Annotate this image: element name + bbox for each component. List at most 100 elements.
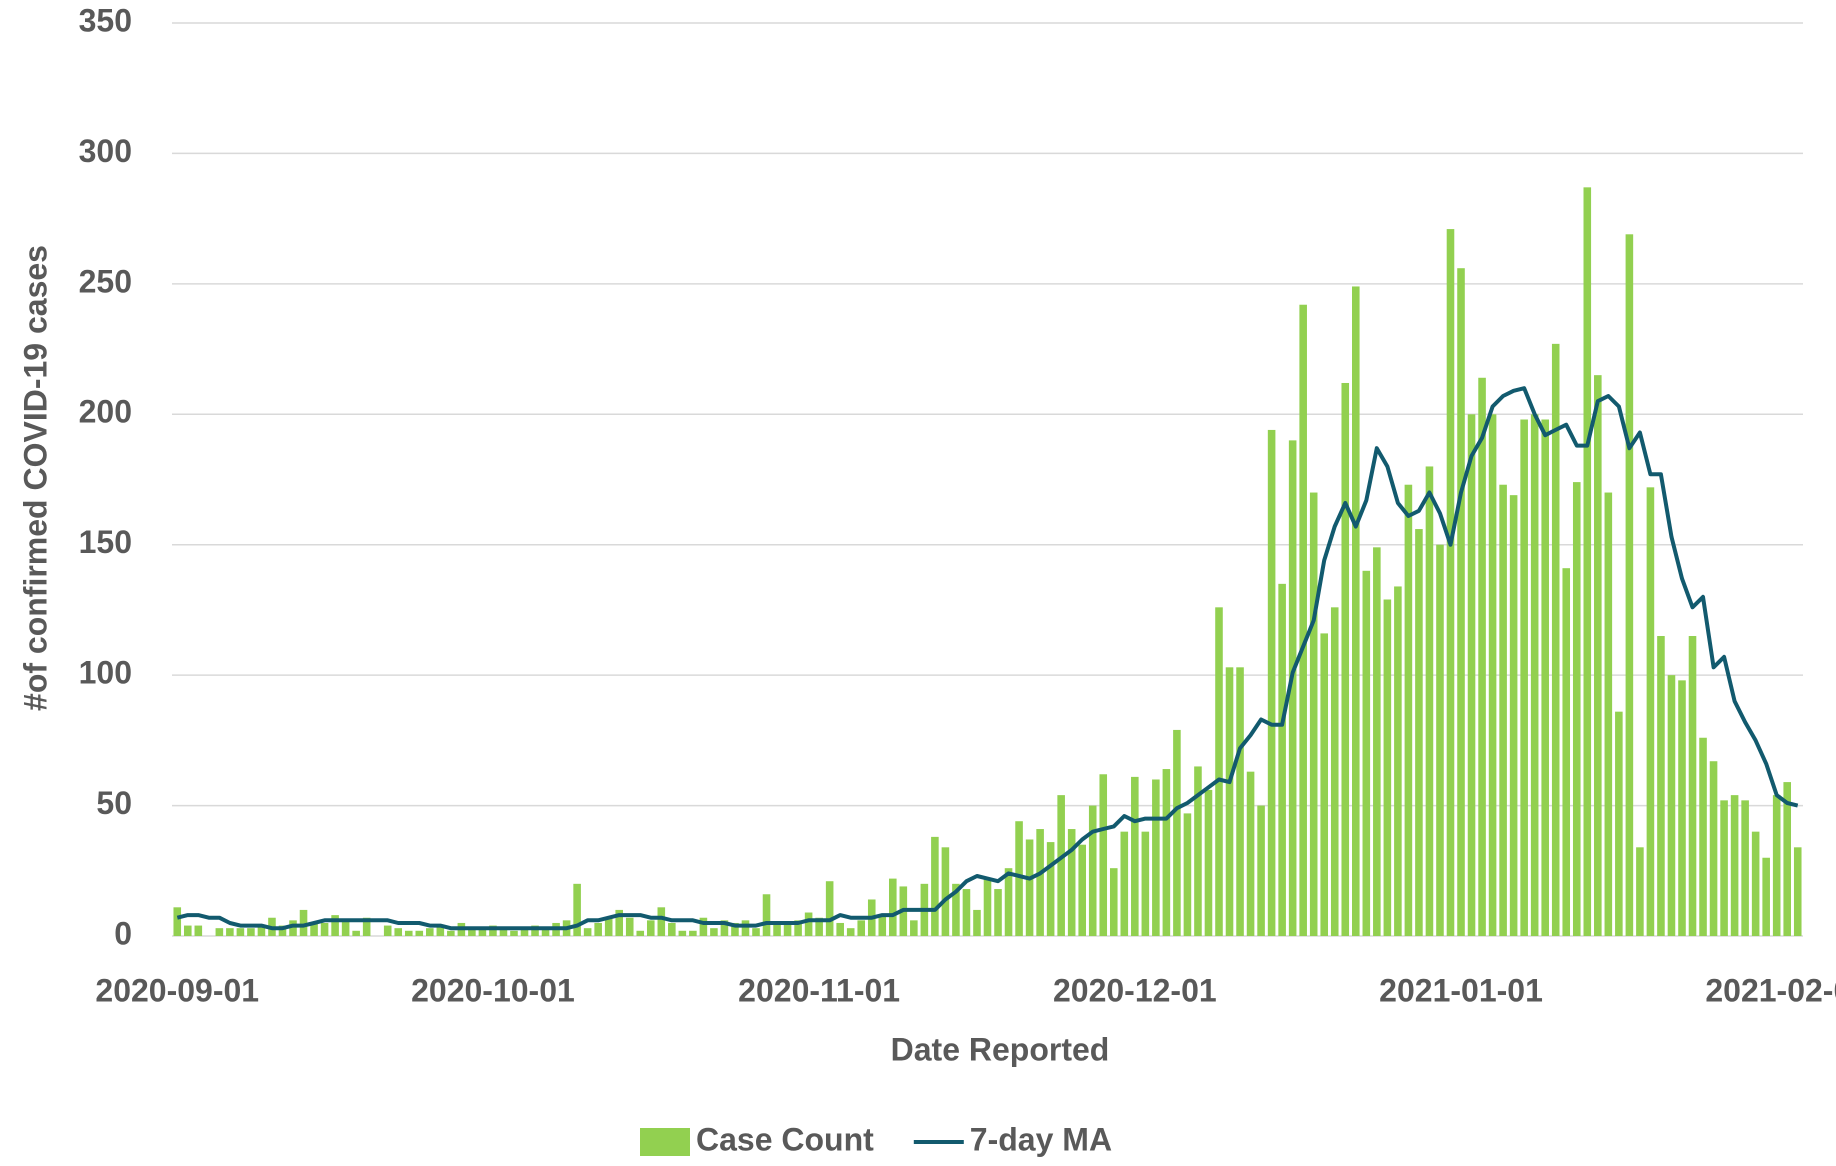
y-tick-label: 250 [79, 263, 132, 299]
bar [878, 915, 887, 936]
bar [1772, 795, 1781, 936]
bar [478, 928, 487, 936]
bar [1173, 729, 1181, 936]
bar [741, 920, 750, 936]
bar [1362, 570, 1371, 936]
bar [1067, 829, 1076, 936]
bar [1625, 234, 1634, 936]
bar [1646, 487, 1655, 936]
bar [173, 907, 182, 936]
bar [962, 889, 971, 936]
bar [731, 922, 739, 936]
bar [1636, 847, 1644, 936]
bar [983, 878, 992, 936]
bar [952, 883, 960, 936]
bar [1004, 868, 1013, 936]
bar [489, 925, 497, 936]
bar [289, 920, 297, 936]
bar [1036, 829, 1044, 936]
bar [499, 928, 508, 936]
bar [1530, 414, 1539, 936]
bar [846, 928, 855, 936]
y-tick-label: 50 [96, 785, 132, 821]
bar [1320, 633, 1329, 936]
legend-label: 7-day MA [970, 1121, 1112, 1157]
bar [1183, 813, 1192, 936]
bar [1551, 343, 1560, 937]
bar [657, 907, 666, 936]
bar [710, 928, 718, 936]
bar [1720, 800, 1728, 936]
y-tick-label: 350 [79, 2, 132, 38]
y-tick-label: 150 [79, 524, 132, 560]
bar [215, 928, 224, 936]
bar [720, 920, 729, 936]
bar [510, 930, 518, 936]
bar [941, 847, 950, 936]
bar [1288, 440, 1297, 936]
bar [1657, 636, 1665, 936]
x-tick-label: 2020-12-01 [1053, 972, 1217, 1008]
bar [699, 917, 708, 936]
x-tick-label: 2020-11-01 [738, 972, 900, 1008]
bar [1215, 607, 1223, 936]
bar [1467, 414, 1476, 936]
bar [1025, 839, 1034, 936]
line [176, 386, 1799, 931]
bar [278, 925, 287, 936]
bar [362, 917, 371, 936]
bar [1246, 771, 1255, 936]
bar [1225, 667, 1234, 936]
bar [1015, 821, 1023, 936]
bar [646, 920, 655, 936]
bar [531, 925, 539, 936]
bar [1352, 286, 1360, 937]
y-axis-title: #of confirmed COVID-19 cases [17, 245, 53, 711]
bar [1730, 795, 1739, 936]
legend-label: Case Count [696, 1121, 874, 1157]
bar [625, 917, 634, 936]
bar [857, 920, 866, 936]
bar [1078, 844, 1086, 936]
bar [836, 922, 844, 936]
bar [994, 889, 1002, 936]
bar [678, 930, 687, 936]
bar [973, 909, 981, 936]
bar [236, 928, 245, 936]
bar [594, 922, 602, 936]
bar [762, 894, 771, 936]
bar [331, 915, 339, 936]
bar [773, 922, 781, 936]
bar [1299, 304, 1307, 936]
bar [383, 925, 392, 936]
bar [1309, 492, 1318, 936]
bar [931, 836, 939, 936]
bar [615, 909, 623, 936]
bar [604, 917, 613, 936]
bar [636, 930, 645, 936]
bar [1383, 599, 1392, 936]
bar [1541, 419, 1549, 936]
bar [1109, 868, 1118, 936]
bar [1204, 789, 1213, 936]
bar [1678, 680, 1686, 936]
bar [1594, 375, 1602, 937]
bar [1436, 544, 1444, 936]
x-tick-label: 2020-09-01 [95, 972, 259, 1008]
bar [394, 928, 403, 936]
bar [1709, 761, 1718, 936]
y-tick-label: 200 [79, 394, 132, 430]
bar [1446, 229, 1455, 936]
bar [583, 928, 592, 936]
bar [299, 909, 308, 936]
bar [404, 930, 413, 936]
bar [1415, 529, 1423, 936]
bar [352, 930, 360, 936]
bar [1615, 711, 1623, 936]
x-tick-label: 2020-10-01 [411, 972, 575, 1008]
bar [1278, 583, 1286, 936]
bar [689, 930, 697, 936]
bar [1751, 831, 1760, 936]
bar [825, 881, 834, 936]
